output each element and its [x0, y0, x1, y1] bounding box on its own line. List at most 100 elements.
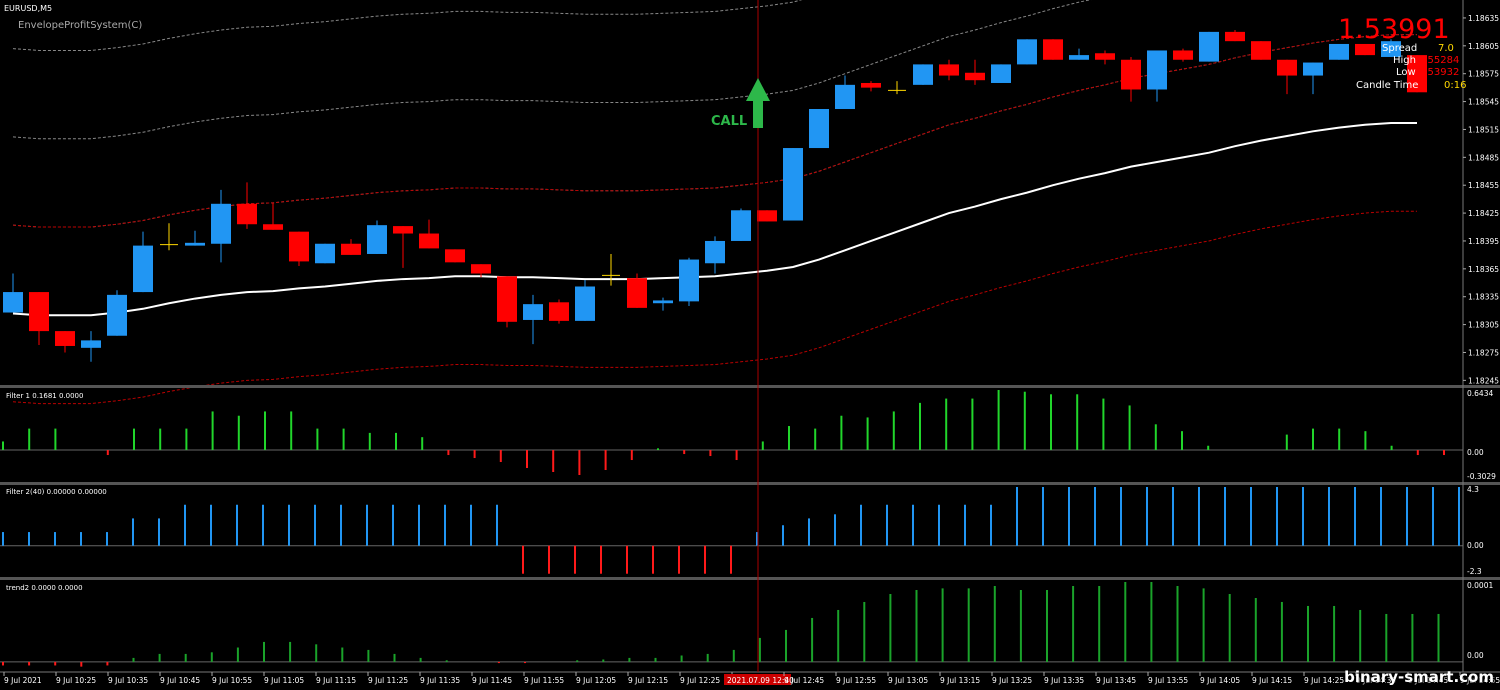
- filter1-label: Filter 1 0.1681 0.0000: [6, 392, 83, 400]
- candle-body: [1121, 59, 1141, 90]
- panel-separator: [0, 385, 1500, 388]
- candle: [549, 299, 569, 324]
- price-tick-label: 1.18455: [1468, 181, 1499, 190]
- price-tick-label: 1.18515: [1468, 125, 1499, 134]
- time-tick-label: 9 Jul 12:55: [836, 676, 876, 685]
- candle: [160, 223, 178, 251]
- high-value: 1.55284: [1418, 55, 1459, 66]
- candle: [1225, 30, 1245, 42]
- candle-body: [1251, 41, 1271, 60]
- call-label: CALL: [711, 114, 747, 129]
- candle: [341, 239, 361, 255]
- candle-body: [1199, 31, 1219, 62]
- candle: [55, 331, 75, 353]
- candle: [1147, 50, 1167, 102]
- trend2-tick-label: 0.0001: [1467, 581, 1493, 590]
- time-tick-label: 9 Jul 10:35: [108, 676, 148, 685]
- price-tick-label: 1.18395: [1468, 237, 1499, 246]
- candle: [653, 297, 673, 311]
- candle-body: [679, 259, 699, 302]
- filter1-tick-label: 0.6434: [1467, 389, 1493, 398]
- candle-body: [731, 210, 751, 241]
- candle-body: [263, 224, 283, 230]
- candle: [1173, 48, 1193, 62]
- candle: [1095, 50, 1115, 65]
- candle: [1277, 59, 1297, 95]
- price-tick-label: 1.18365: [1468, 265, 1499, 274]
- envelope-upper-line: [12, 0, 1092, 140]
- candle-body: [1407, 55, 1427, 93]
- filter2-panel: Filter 2(40) 0.00000 0.00000: [0, 487, 1463, 574]
- candle: [1199, 31, 1219, 62]
- candle-body: [1329, 43, 1349, 60]
- filter1-tick-label: -0.3029: [1467, 472, 1496, 481]
- candle: [445, 249, 465, 263]
- candle-body: [445, 249, 465, 263]
- candle: [393, 226, 413, 268]
- time-tick-label: 9 Jul 14:05: [1200, 676, 1240, 685]
- low-label: Low: [1396, 67, 1416, 78]
- filter2-tick-label: 0.00: [1467, 541, 1484, 550]
- candle-body: [549, 302, 569, 321]
- filter1-tick-label: 0.00: [1467, 448, 1484, 457]
- candle-body: [1043, 39, 1063, 60]
- candle: [1407, 55, 1427, 93]
- candle: [523, 294, 543, 345]
- price-tick-label: 1.18545: [1468, 98, 1499, 107]
- filter2-tick-label: 4.3: [1467, 485, 1479, 494]
- candle-body: [1277, 59, 1297, 76]
- time-tick-label: 9 Jul 12:15: [628, 676, 668, 685]
- time-tick-label: 9 Jul 13:45: [1096, 676, 1136, 685]
- candle: [809, 109, 829, 149]
- candle: [237, 182, 257, 229]
- time-tick-label: 9 Jul 13:35: [1044, 676, 1084, 685]
- price-tick-label: 1.18575: [1468, 70, 1499, 79]
- time-tick-label: 9 Jul 11:45: [472, 676, 512, 685]
- candle-body: [1147, 50, 1167, 90]
- candle: [602, 253, 620, 286]
- candle: [315, 243, 335, 264]
- candle: [913, 64, 933, 85]
- time-tick-label: 9 Jul 12:25: [680, 676, 720, 685]
- time-tick-label: 9 Jul 13:05: [888, 676, 928, 685]
- candle-body: [81, 340, 101, 348]
- candle: [107, 290, 127, 336]
- envelope-lower-line: [12, 210, 1417, 405]
- candle-body: [211, 203, 231, 244]
- candle-body: [3, 292, 23, 313]
- candle-body: [1381, 41, 1401, 57]
- candle: [367, 220, 387, 254]
- time-tick-label: 9 Jul 14:25: [1304, 676, 1344, 685]
- candle-body: [653, 300, 673, 304]
- time-tick-label: 9 Jul 11:05: [264, 676, 304, 685]
- candle-body: [497, 276, 517, 322]
- time-tick-label: 9 Jul 14:55: [1460, 676, 1500, 685]
- candle-body: [991, 64, 1011, 83]
- candle-body: [757, 210, 777, 222]
- time-tick-label: 9 Jul 13:25: [992, 676, 1032, 685]
- time-tick-label: 9 Jul 10:55: [212, 676, 252, 685]
- candle-body: [1303, 62, 1323, 76]
- time-tick-label: 9 Jul 11:25: [368, 676, 408, 685]
- candle-body: [341, 243, 361, 255]
- candle-body: [315, 243, 335, 264]
- candle-body: [523, 304, 543, 320]
- candle: [991, 64, 1011, 83]
- candle-body: [289, 231, 309, 262]
- candle-body: [705, 240, 725, 264]
- time-tick-label: 9 Jul 2021: [4, 676, 42, 685]
- filter2-label: Filter 2(40) 0.00000 0.00000: [6, 488, 107, 496]
- price-panel: [3, 0, 1427, 405]
- candle: [757, 210, 777, 222]
- price-tick-label: 1.18605: [1468, 42, 1499, 51]
- candle: [289, 231, 309, 267]
- candle-body: [55, 331, 75, 346]
- candle-body: [809, 109, 829, 149]
- trend2-tick-label: 0.00: [1467, 651, 1484, 660]
- high-label: High: [1393, 55, 1416, 66]
- candle: [29, 292, 49, 346]
- price-tick-label: 1.18245: [1468, 376, 1499, 385]
- time-tick-label: 9 Jul 10:45: [160, 676, 200, 685]
- candle: [419, 219, 439, 249]
- candle-body: [835, 84, 855, 110]
